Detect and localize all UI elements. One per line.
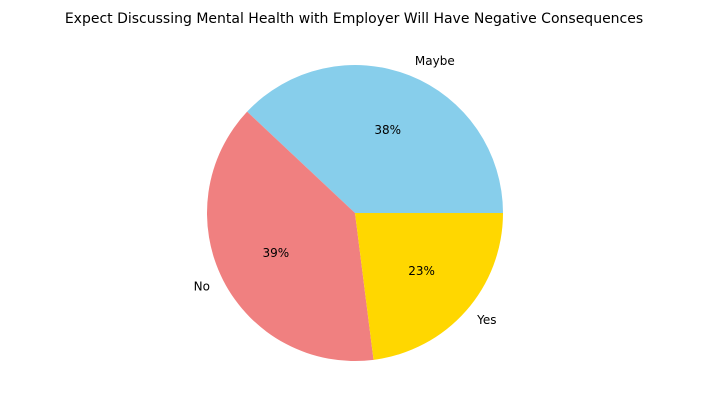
slice-percent-maybe: 38% — [374, 123, 401, 137]
slice-percent-no: 39% — [263, 246, 290, 260]
pie-slices — [206, 64, 503, 361]
slice-label-yes: Yes — [476, 313, 496, 327]
chart-title: Expect Discussing Mental Health with Emp… — [65, 11, 643, 27]
pie-slice-no — [206, 111, 374, 361]
pie-slice-maybe — [247, 64, 503, 213]
slice-percent-yes: 23% — [408, 264, 435, 278]
slice-label-no: No — [194, 279, 210, 293]
pie-slice-yes — [355, 213, 503, 360]
pie-labels: Maybe 38% No 39% Yes 23% — [194, 54, 497, 327]
slice-label-maybe: Maybe — [415, 54, 455, 68]
